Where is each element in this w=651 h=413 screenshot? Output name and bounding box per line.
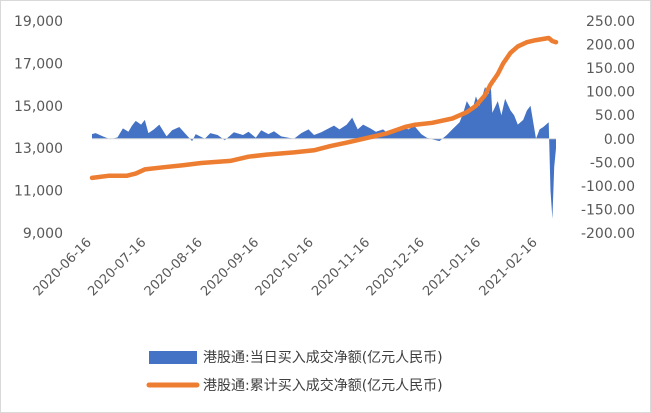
right-axis-tick-label: 100.00 [586,85,635,101]
cumulative-net-line [89,35,559,181]
right-axis-tick-label: -100.00 [581,179,635,195]
right-axis-tick-label: -150.00 [581,202,635,218]
legend-swatch-area [149,351,197,364]
right-axis-tick-label: 250.00 [586,14,635,30]
left-axis-tick-label: 19,000 [14,14,63,30]
plot-area [89,35,559,219]
right-axis-tick-label: 150.00 [586,61,635,77]
left-axis-tick-label: 15,000 [14,99,63,115]
legend-label-daily: 港股通:当日买入成交净额(亿元人民币) [203,349,443,366]
left-axis-ticks: 9,000 11,000 13,000 15,000 17,000 19,000 [14,14,63,242]
left-axis-tick-label: 17,000 [14,56,63,72]
right-axis-tick-label: 0.00 [604,132,635,148]
right-axis-tick-label: 200.00 [586,38,635,54]
legend-label-cumulative: 港股通:累计买入成交净额(亿元人民币) [203,377,443,394]
right-axis-tick-label: -50.00 [590,155,635,171]
right-axis-tick-label: -200.00 [581,226,635,242]
right-axis-tick-label: 50.00 [595,108,635,124]
left-axis-tick-label: 11,000 [14,184,63,200]
left-axis-tick-label: 9,000 [23,226,63,242]
legend: 港股通:当日买入成交净额(亿元人民币) 港股通:累计买入成交净额(亿元人民币) [146,349,443,394]
right-axis-ticks: 250.00 200.00 150.00 100.00 50.00 0.00 -50.00 -… [581,14,635,242]
left-axis-tick-label: 13,000 [14,141,63,157]
